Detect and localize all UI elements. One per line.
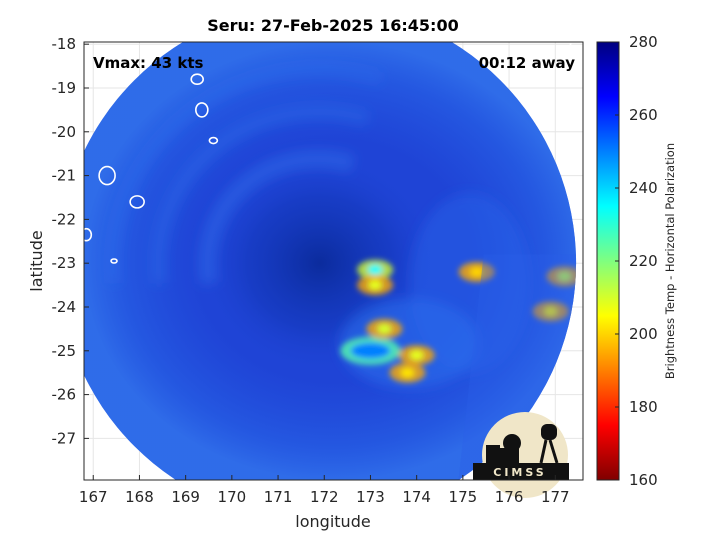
y-tick-label: -21	[52, 167, 77, 185]
x-tick-label: 173	[356, 488, 385, 506]
cold-cloud-core	[368, 264, 383, 275]
colorbar-tick-label: 260	[629, 106, 658, 124]
x-tick-label: 177	[541, 488, 570, 506]
cold-cloud-core	[469, 266, 484, 277]
colorbar-tick-label: 160	[629, 471, 658, 489]
colorbar-tick-label: 200	[629, 325, 658, 343]
coastlines	[84, 42, 583, 264]
y-tick-label: -27	[52, 429, 77, 447]
island-outline	[129, 195, 145, 209]
island-outline	[569, 42, 583, 48]
island-outline	[190, 73, 204, 86]
island-outline	[84, 227, 93, 242]
plot-frame	[83, 41, 584, 481]
cold-cloud-core	[543, 306, 558, 317]
colorbar-tick-label: 280	[629, 33, 658, 51]
x-tick-label: 168	[125, 488, 154, 506]
y-tick-label: -20	[52, 123, 77, 141]
x-tick-label: 176	[495, 488, 524, 506]
y-axis: -18 -19 -20 -21 -22 -23 -24 -25 -26 -27	[52, 35, 89, 447]
y-axis-label: latitude	[27, 230, 46, 291]
y-tick-label: -22	[52, 210, 77, 228]
cold-cloud-core	[557, 271, 572, 282]
x-tick-label: 167	[79, 488, 108, 506]
island-outline	[195, 102, 209, 118]
cold-cloud-core	[350, 342, 391, 359]
colorbar-tick-label: 240	[629, 179, 658, 197]
colorbar-ticks: 280 260 240 220 200 180 160	[615, 33, 658, 489]
cimss-logo-text: CIMSS	[493, 466, 546, 479]
microwave-swath	[84, 42, 577, 480]
cold-cloud-core	[377, 323, 392, 334]
y-tick-label: -23	[52, 254, 77, 272]
y-tick-label: -25	[52, 342, 77, 360]
x-tick-label: 170	[218, 488, 247, 506]
cold-cloud-core	[368, 280, 383, 291]
y-tick-label: -26	[52, 386, 77, 404]
cimss-logo: CIMSS	[473, 412, 569, 498]
time-away-label: 00:12 away	[479, 54, 576, 72]
colorbar-label: Brightness Temp - Horizontal Polarizatio…	[663, 143, 677, 379]
x-axis: 167 168 169 170 171 172 173 174 175 176 177	[79, 475, 570, 506]
x-tick-label: 172	[310, 488, 339, 506]
x-tick-label: 169	[171, 488, 200, 506]
y-tick-label: -24	[52, 298, 77, 316]
y-tick-label: -19	[52, 79, 77, 97]
cold-cloud-core	[409, 350, 424, 361]
island-outline	[110, 258, 118, 264]
x-tick-label: 175	[449, 488, 478, 506]
chart-title: Seru: 27-Feb-2025 16:45:00	[207, 16, 458, 35]
y-tick-label: -18	[52, 35, 77, 53]
x-tick-label: 171	[264, 488, 293, 506]
cold-cloud-core	[400, 367, 415, 378]
island-outline	[98, 165, 116, 186]
island-outline	[208, 136, 219, 145]
vmax-label: Vmax: 43 kts	[93, 54, 203, 72]
x-axis-label: longitude	[295, 512, 370, 531]
x-tick-label: 174	[402, 488, 431, 506]
colorbar-tick-label: 180	[629, 398, 658, 416]
colorbar-tick-label: 220	[629, 252, 658, 270]
